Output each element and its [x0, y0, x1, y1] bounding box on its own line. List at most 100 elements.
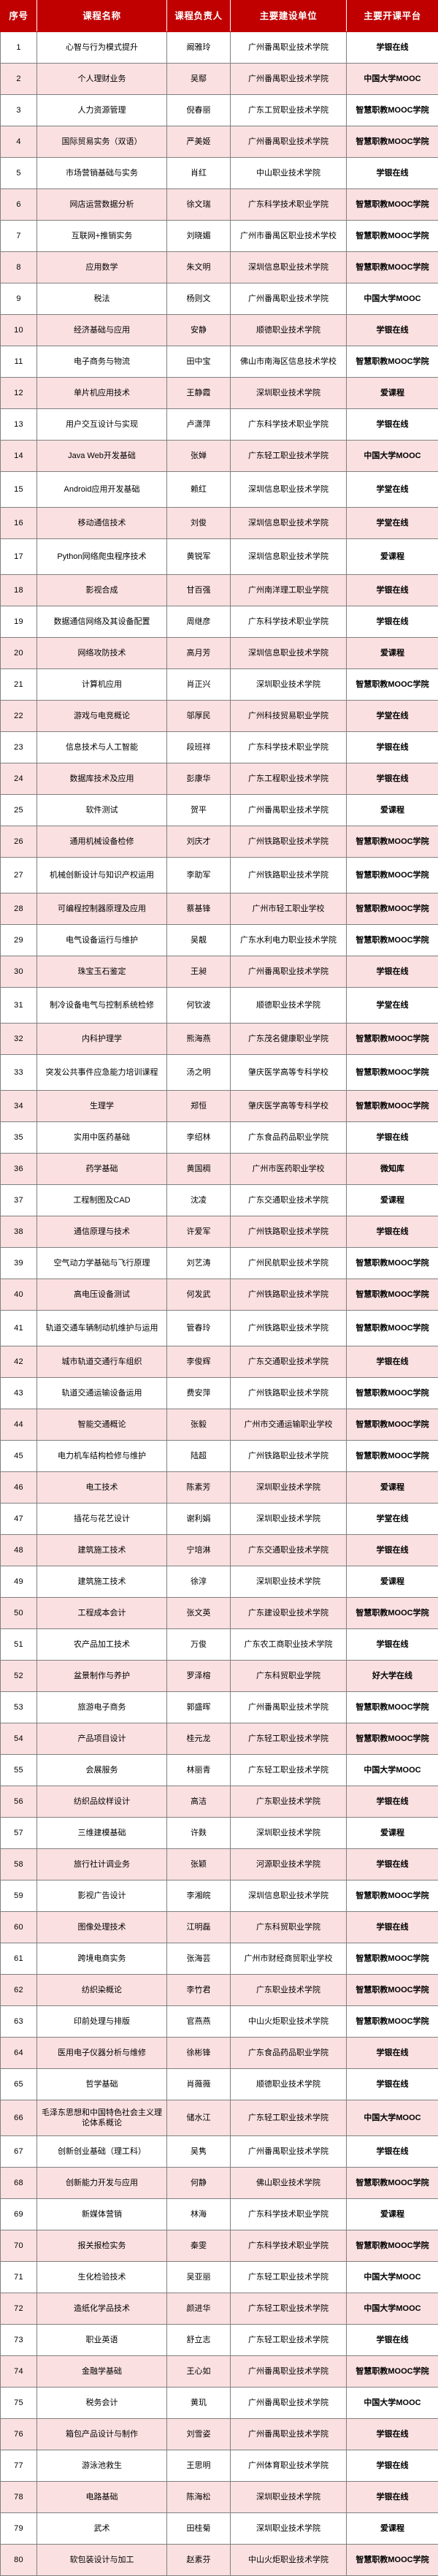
cell-course-name: 网店运营数据分析 — [37, 189, 167, 221]
cell-course-owner: 徐淳 — [167, 1566, 231, 1598]
cell-course-owner: 沈凌 — [167, 1185, 231, 1216]
cell-building-unit: 广东工程职业技术学院 — [231, 763, 347, 795]
cell-platform: 智慧职教MOOC学院 — [347, 1880, 438, 1912]
cell-index: 62 — [1, 1975, 37, 2006]
cell-building-unit: 广州番禺职业技术学院 — [231, 32, 347, 64]
cell-course-owner: 张毅 — [167, 1409, 231, 1441]
cell-index: 36 — [1, 1154, 37, 1185]
cell-course-name: 会展服务 — [37, 1755, 167, 1786]
cell-course-owner: 严美姬 — [167, 126, 231, 158]
cell-course-owner: 李助军 — [167, 858, 231, 893]
cell-course-name: 人力资源管理 — [37, 95, 167, 126]
cell-building-unit: 广州市交通运输职业学校 — [231, 1409, 347, 1441]
cell-course-name: 珠宝玉石鉴定 — [37, 956, 167, 988]
cell-course-name: 实用中医药基础 — [37, 1122, 167, 1154]
cell-building-unit: 肇庆医学高等专科学校 — [231, 1091, 347, 1122]
cell-course-owner: 李俊辉 — [167, 1346, 231, 1378]
cell-course-owner: 阚雅玲 — [167, 32, 231, 64]
cell-platform: 智慧职教MOOC学院 — [347, 2545, 438, 2576]
cell-course-name: 电路基础 — [37, 2482, 167, 2513]
cell-course-name: 创新创业基础（理工科） — [37, 2136, 167, 2168]
cell-course-name: 个人理财业务 — [37, 64, 167, 95]
cell-course-name: 智能交通概论 — [37, 1409, 167, 1441]
cell-platform: 智慧职教MOOC学院 — [347, 1311, 438, 1346]
cell-building-unit: 广东科学技术职业学院 — [231, 606, 347, 638]
cell-course-name: 纺织染概论 — [37, 1975, 167, 2006]
cell-building-unit: 广东交通职业技术学院 — [231, 1185, 347, 1216]
column-header-index: 序号 — [1, 1, 37, 32]
cell-index: 43 — [1, 1378, 37, 1409]
table-header: 序号 课程名称 课程负责人 主要建设单位 主要开课平台 — [1, 1, 438, 32]
cell-building-unit: 广东轻工职业技术学院 — [231, 2293, 347, 2325]
cell-building-unit: 广东科学技术职业学院 — [231, 189, 347, 221]
cell-building-unit: 广州番禺职业技术学院 — [231, 1692, 347, 1723]
cell-index: 25 — [1, 795, 37, 826]
cell-course-owner: 张颖 — [167, 1849, 231, 1880]
cell-platform: 智慧职教MOOC学院 — [347, 2168, 438, 2199]
cell-course-owner: 许爱军 — [167, 1216, 231, 1248]
cell-course-owner: 郑恒 — [167, 1091, 231, 1122]
cell-platform: 中国大学MOOC — [347, 2293, 438, 2325]
cell-building-unit: 中山职业技术学院 — [231, 158, 347, 189]
cell-index: 35 — [1, 1122, 37, 1154]
cell-building-unit: 广州番禺职业技术学院 — [231, 2136, 347, 2168]
cell-course-owner: 桂元龙 — [167, 1723, 231, 1755]
cell-course-name: 报关报检实务 — [37, 2230, 167, 2262]
cell-building-unit: 深圳职业技术学院 — [231, 378, 347, 409]
cell-course-name: 旅游电子商务 — [37, 1692, 167, 1723]
cell-course-name: 单片机应用技术 — [37, 378, 167, 409]
cell-course-name: 突发公共事件应急能力培训课程 — [37, 1055, 167, 1091]
cell-platform: 学银在线 — [347, 1346, 438, 1378]
cell-building-unit: 广州番禺职业技术学院 — [231, 64, 347, 95]
cell-course-owner: 李竹君 — [167, 1975, 231, 2006]
cell-course-owner: 颜进华 — [167, 2293, 231, 2325]
column-header-platform: 主要开课平台 — [347, 1, 438, 32]
cell-course-owner: 谢利娟 — [167, 1504, 231, 1535]
cell-index: 26 — [1, 826, 37, 858]
cell-platform: 爱课程 — [347, 378, 438, 409]
cell-course-owner: 张海芸 — [167, 1943, 231, 1975]
cell-course-name: 武术 — [37, 2513, 167, 2545]
cell-index: 80 — [1, 2545, 37, 2576]
cell-index: 18 — [1, 575, 37, 606]
cell-course-owner: 吴隽 — [167, 2136, 231, 2168]
cell-course-owner: 林丽青 — [167, 1755, 231, 1786]
cell-building-unit: 广东职业技术学院 — [231, 1975, 347, 2006]
cell-platform: 智慧职教MOOC学院 — [347, 1248, 438, 1279]
cell-index: 24 — [1, 763, 37, 795]
cell-course-name: 跨境电商实务 — [37, 1943, 167, 1975]
cell-course-owner: 刘晓媚 — [167, 221, 231, 252]
cell-building-unit: 广东食品药品职业学院 — [231, 1122, 347, 1154]
cell-course-owner: 吴亚丽 — [167, 2262, 231, 2293]
cell-course-owner: 何钦波 — [167, 988, 231, 1024]
cell-course-owner: 林海 — [167, 2199, 231, 2230]
cell-index: 30 — [1, 956, 37, 988]
cell-platform: 学银在线 — [347, 158, 438, 189]
cell-course-name: 农产品加工技术 — [37, 1629, 167, 1661]
cell-platform: 学银在线 — [347, 1535, 438, 1566]
cell-course-name: 移动通信技术 — [37, 508, 167, 539]
cell-index: 17 — [1, 539, 37, 575]
cell-building-unit: 广州科技贸易职业学院 — [231, 701, 347, 732]
cell-course-name: 数据库技术及应用 — [37, 763, 167, 795]
cell-building-unit: 广东轻工职业技术学院 — [231, 2100, 347, 2136]
cell-building-unit: 中山火炬职业技术学院 — [231, 2006, 347, 2038]
cell-platform: 智慧职教MOOC学院 — [347, 1091, 438, 1122]
cell-index: 13 — [1, 409, 37, 441]
column-header-course: 课程名称 — [37, 1, 167, 32]
cell-course-name: 图像处理技术 — [37, 1912, 167, 1943]
cell-building-unit: 广东科学技术职业学院 — [231, 409, 347, 441]
cell-course-name: 国际贸易实务（双语） — [37, 126, 167, 158]
cell-course-owner: 朱文明 — [167, 252, 231, 283]
cell-index: 14 — [1, 441, 37, 472]
cell-course-owner: 李湘皖 — [167, 1880, 231, 1912]
